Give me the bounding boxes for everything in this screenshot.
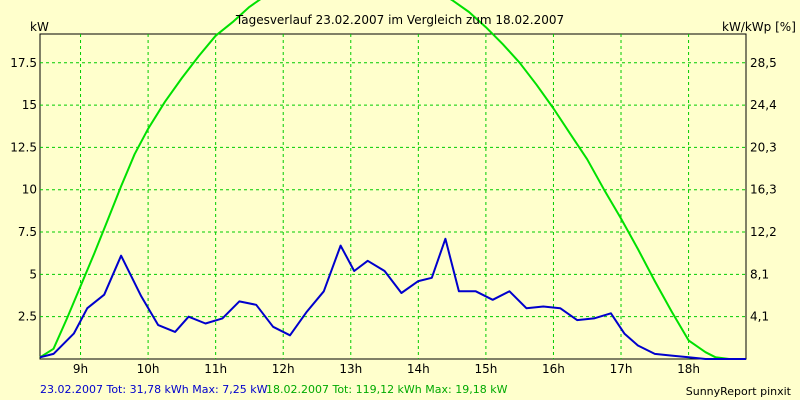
y-tick-label-right: 20,3 [750,140,777,154]
x-tick-label: 9h [73,362,88,376]
y-tick-label-left: 17.5 [10,56,37,70]
series-line-blue [39,237,746,360]
series-line-green [39,0,746,360]
y-tick-label-right: 8,1 [750,267,769,281]
y-tick-label-left: 2.5 [18,310,37,324]
footer-brand: SunnyReport pinxit [685,385,791,398]
x-tick-label: 14h [407,362,430,376]
y-tick-label-left: 15 [22,98,37,112]
x-tick-label: 18h [677,362,700,376]
y-tick-label-right: 28,5 [750,56,777,70]
y-tick-label-right: 4,1 [750,310,769,324]
x-tick-label: 16h [542,362,565,376]
y-tick-label-right: 12,2 [750,225,777,239]
x-tick-label: 17h [610,362,633,376]
footer-blue-summary: 23.02.2007 Tot: 31,78 kWh Max: 7,25 kW [40,383,268,396]
footer-green-summary: 18.02.2007 Tot: 119,12 kWh Max: 19,18 kW [266,383,508,396]
x-tick-label: 11h [204,362,227,376]
plot-background [39,33,747,360]
x-tick-label: 13h [339,362,362,376]
y-axis-left-label: kW [30,20,49,34]
y-tick-label-right: 16,3 [750,183,777,197]
y-tick-label-left: 5 [29,267,37,281]
x-tick-label: 10h [137,362,160,376]
x-tick-label: 12h [272,362,295,376]
tick-labels: 9h 10h 11h 12h 13h 14h 15h 16h 17h 18h 2.5 5 7.5 10 12… [10,56,776,376]
y-axis-right-label: kW/kWp [%] [722,20,796,34]
y-tick-label-left: 12.5 [10,140,37,154]
chart-title: Tagesverlauf 23.02.2007 im Vergleich zum… [235,13,564,27]
series-layer [39,0,746,360]
y-tick-label-left: 7.5 [18,225,37,239]
y-tick-label-right: 24,4 [750,98,777,112]
y-tick-label-left: 10 [22,183,37,197]
x-tick-label: 15h [474,362,497,376]
